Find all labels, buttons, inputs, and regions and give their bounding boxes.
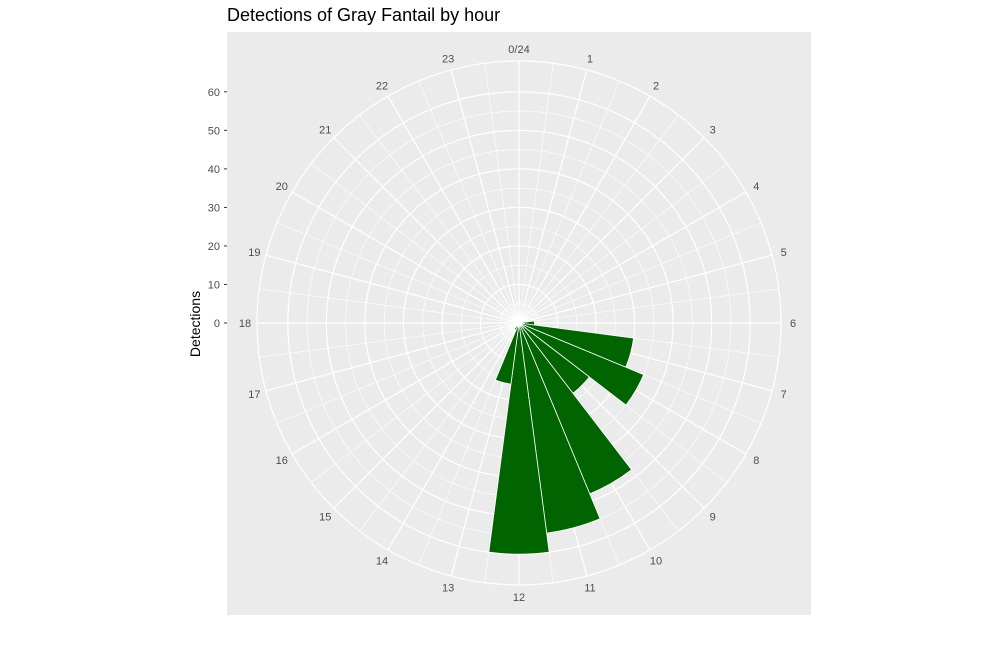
grid-spoke-major	[333, 137, 520, 324]
grid-spoke-minor	[310, 163, 520, 324]
hour-label: 11	[584, 583, 595, 595]
hour-labels: 0/24123456789101112131415161718192021222…	[239, 44, 796, 604]
grid-spoke-minor	[418, 80, 520, 324]
hour-label: 14	[376, 555, 388, 567]
hour-label: 4	[753, 181, 759, 193]
hour-label: 5	[781, 247, 787, 259]
hour-label: 3	[710, 124, 716, 136]
hour-label: 12	[513, 592, 525, 604]
hour-label: 15	[319, 512, 331, 524]
grid-spoke-minor	[359, 114, 520, 324]
grid-spoke-major	[518, 254, 773, 324]
grid-spoke-minor	[518, 63, 554, 324]
grid-spoke-minor	[518, 288, 779, 324]
bar-hour-13	[495, 322, 520, 385]
y-tick-label: 20	[208, 241, 220, 253]
grid-spoke-minor	[518, 163, 728, 324]
grid-spoke-minor	[484, 63, 520, 324]
bar-hour-12	[488, 322, 550, 555]
grid-spoke-major	[518, 137, 705, 324]
hour-label: 16	[276, 455, 288, 467]
grid-spoke-major	[291, 322, 520, 455]
y-tick-label: 30	[208, 202, 220, 214]
grid-spoke-major	[387, 95, 520, 324]
grid-spoke-minor	[259, 322, 520, 358]
y-tick-label: 60	[208, 87, 220, 99]
grid-spoke-major	[265, 254, 520, 324]
hour-label: 21	[319, 124, 331, 136]
grid-spoke-minor	[276, 322, 520, 424]
grid-spoke-major	[518, 191, 747, 324]
bar-hour-14	[513, 322, 520, 331]
hour-label: 18	[239, 318, 251, 330]
grid-spoke-minor	[310, 322, 520, 483]
hour-label: 10	[650, 555, 662, 567]
grid-spoke-major	[291, 191, 520, 324]
grid-spoke-minor	[359, 322, 520, 532]
grid-spoke-major	[518, 95, 651, 324]
y-tick-label: 10	[208, 279, 220, 291]
grid-spoke-major	[387, 322, 520, 551]
bars-layer	[488, 320, 644, 555]
hour-label: 19	[248, 247, 260, 259]
hour-label: 9	[710, 512, 716, 524]
grid-spoke-minor	[259, 288, 520, 324]
grid-spoke-minor	[518, 114, 679, 324]
y-axis-ticks: 0 10 20 30 40 50 60	[208, 87, 227, 330]
hour-label: 17	[248, 389, 260, 401]
y-tick-label: 50	[208, 125, 220, 137]
hour-label: 20	[276, 181, 288, 193]
hour-label: 13	[442, 583, 454, 595]
hour-label: 1	[587, 53, 593, 65]
hour-label: 23	[442, 53, 454, 65]
grid-spoke-major	[450, 69, 520, 324]
chart-title: Detections of Gray Fantail by hour	[227, 5, 500, 25]
hour-label: 7	[781, 389, 787, 401]
y-tick-label: 40	[208, 164, 220, 176]
y-tick-label: 0	[214, 318, 220, 330]
hour-label: 2	[653, 81, 659, 93]
grid-spoke-minor	[518, 80, 620, 324]
grid-spoke-minor	[276, 222, 520, 324]
hour-label: 6	[790, 318, 796, 330]
hour-label: 8	[753, 455, 759, 467]
hour-label: 22	[376, 81, 388, 93]
grid-spoke-major	[518, 69, 588, 324]
grid-spoke-minor	[518, 222, 762, 324]
grid-spoke-major	[265, 322, 520, 392]
y-axis-label: Detections	[187, 291, 203, 357]
hour-label: 0/24	[508, 44, 529, 56]
bar-hour-8	[518, 322, 644, 406]
grid-spoke-major	[333, 322, 520, 509]
